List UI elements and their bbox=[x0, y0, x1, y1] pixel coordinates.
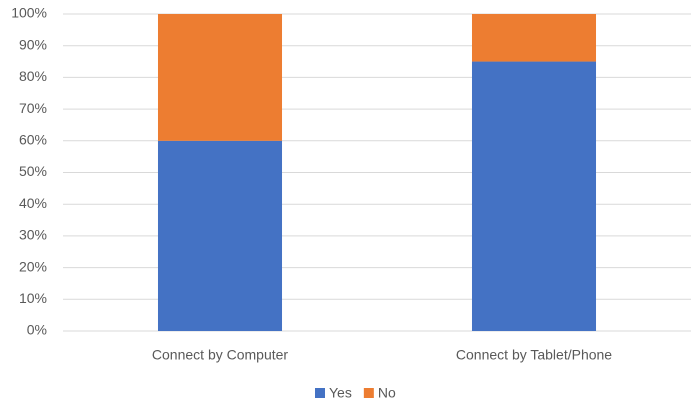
x-tick-label: Connect by Tablet/Phone bbox=[456, 347, 612, 363]
legend-label: Yes bbox=[329, 385, 352, 401]
y-tick-label: 60% bbox=[19, 132, 47, 148]
y-tick-label: 20% bbox=[19, 258, 47, 274]
y-tick-label: 50% bbox=[19, 163, 47, 179]
y-tick-label: 40% bbox=[19, 195, 47, 211]
y-tick-label: 90% bbox=[19, 36, 47, 52]
bar-segment bbox=[157, 14, 283, 141]
legend-label: No bbox=[378, 385, 396, 401]
y-tick-label: 70% bbox=[19, 100, 47, 116]
y-tick-label: 10% bbox=[19, 290, 47, 306]
bar-segment bbox=[471, 14, 597, 62]
bar-segment bbox=[157, 140, 283, 331]
bar-segment bbox=[471, 61, 597, 332]
legend-swatch bbox=[363, 388, 374, 398]
y-tick-label: 80% bbox=[19, 68, 47, 84]
y-tick-label: 30% bbox=[19, 227, 47, 243]
y-tick-label: 0% bbox=[27, 322, 47, 338]
y-tick-label: 100% bbox=[11, 5, 47, 21]
x-tick-label: Connect by Computer bbox=[152, 347, 289, 363]
legend-swatch bbox=[315, 388, 325, 398]
